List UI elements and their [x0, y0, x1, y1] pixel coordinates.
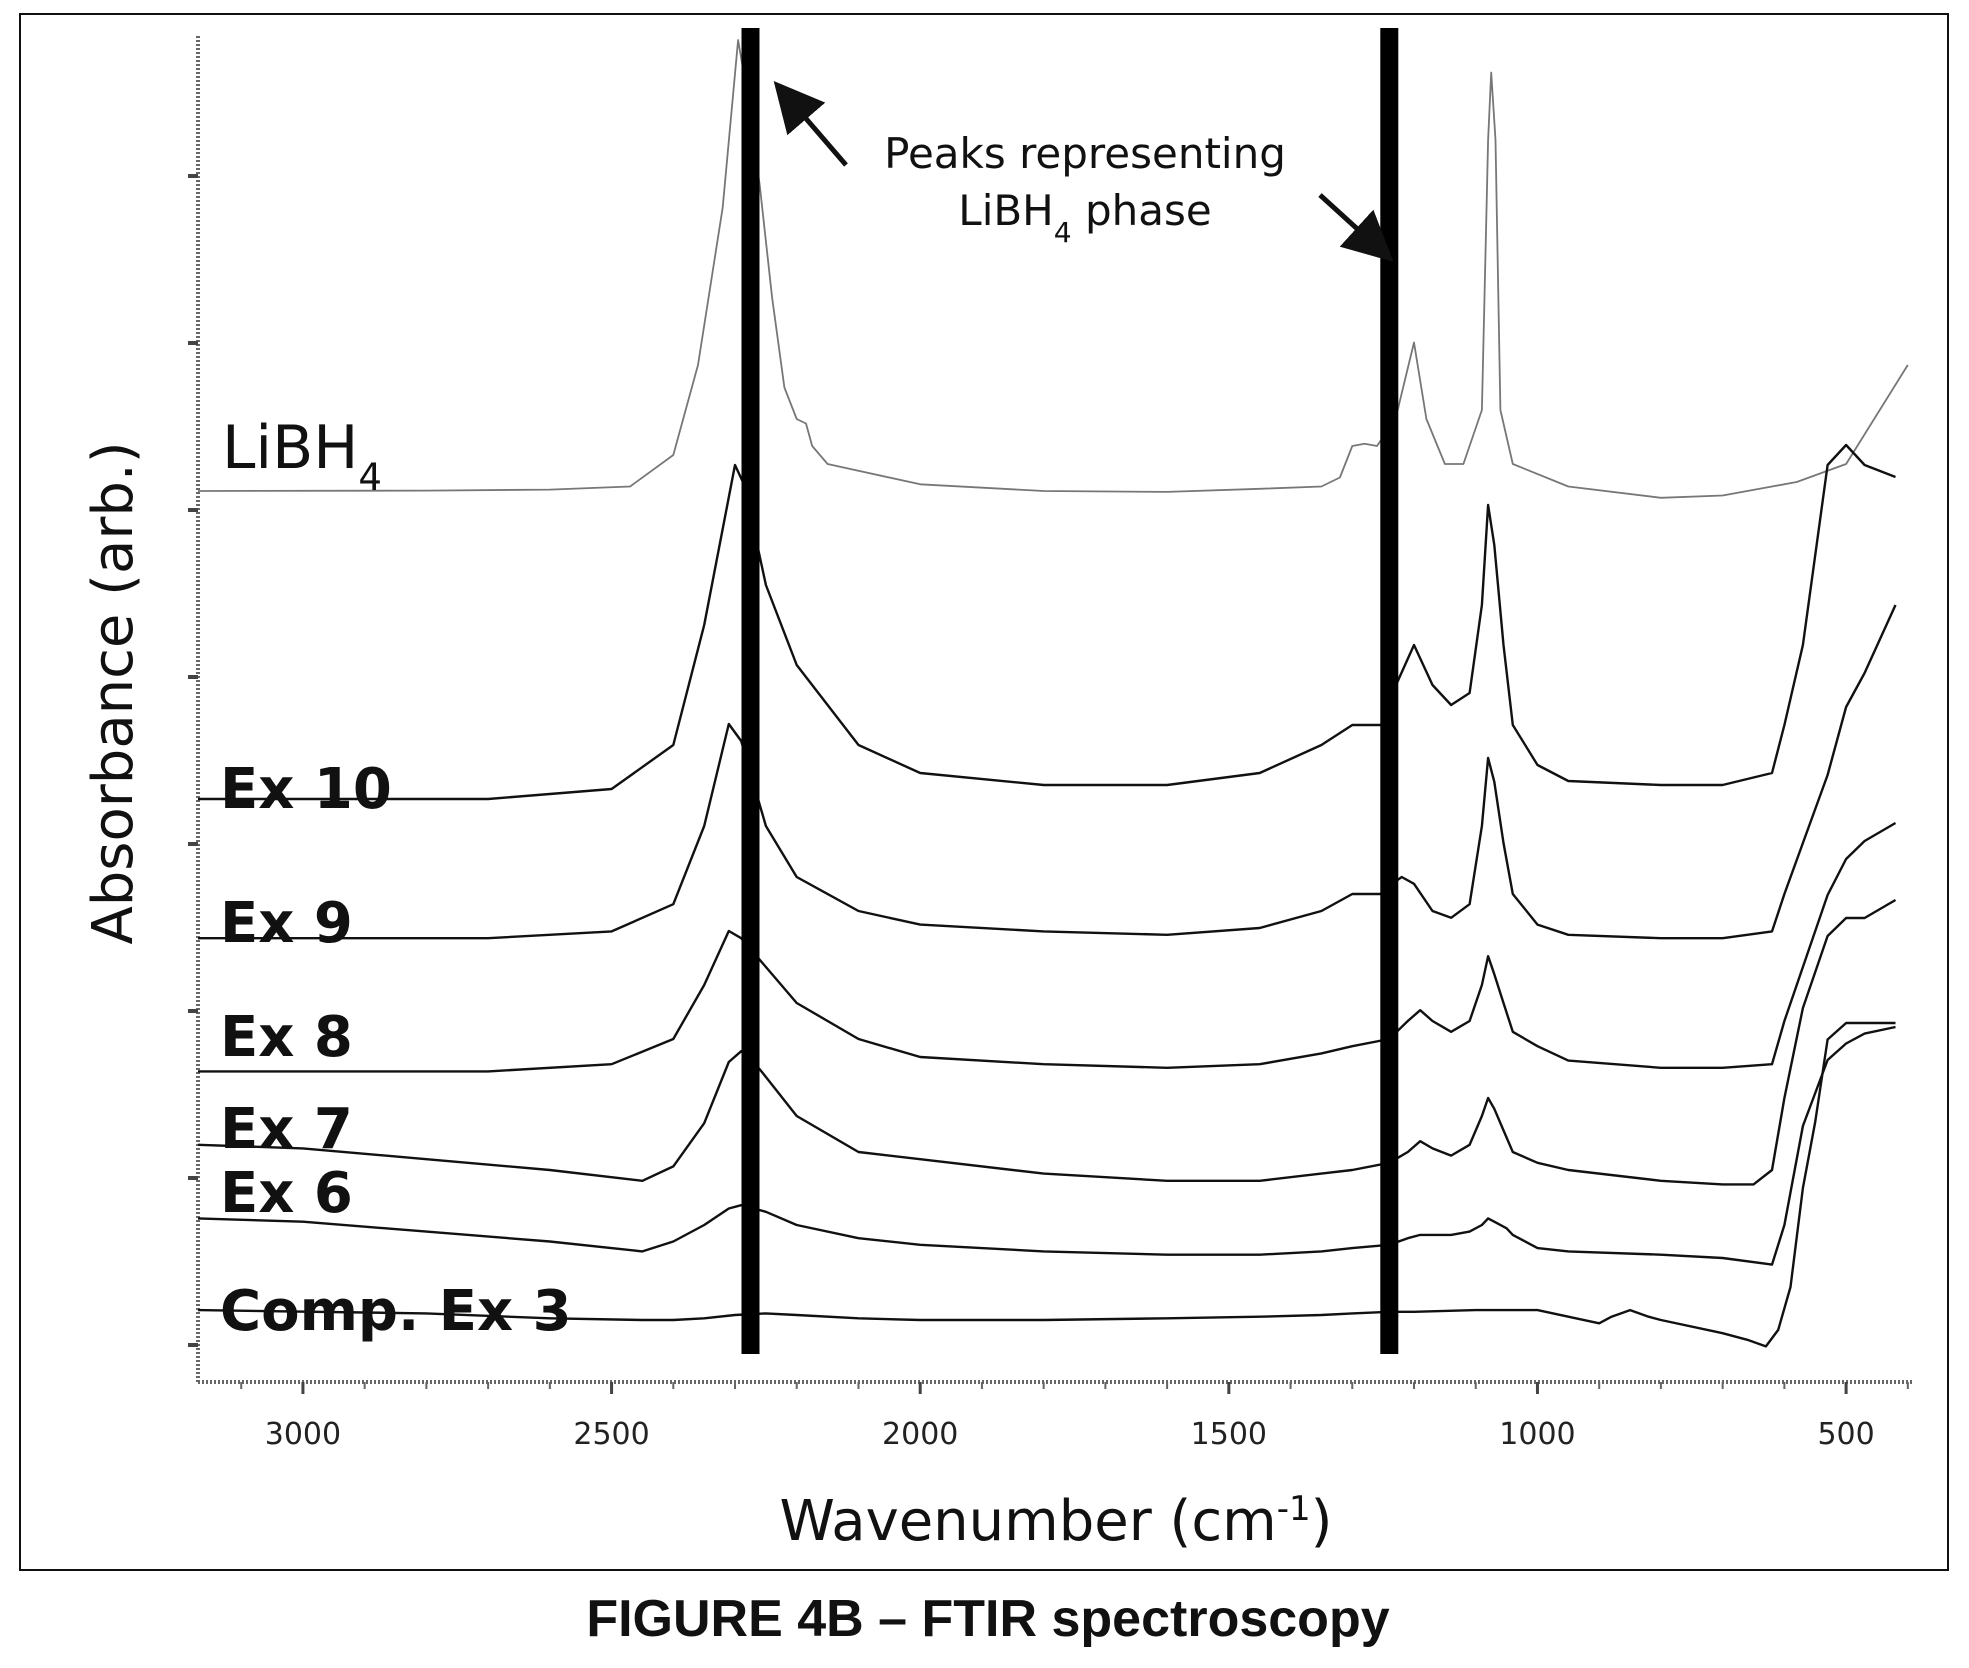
series-label-5: Ex 6 — [220, 1161, 353, 1226]
series-line-0 — [197, 39, 1909, 499]
marker-bar-1 — [1380, 28, 1399, 1354]
series-label-1: Ex 10 — [220, 757, 392, 822]
x-axis-ticks: 3000 2500 2000 1500 1000 500 — [240, 1382, 1909, 1452]
y-axis-ticks — [188, 174, 198, 1347]
series-labels: LiBH4 Ex 10 Ex 9 Ex 8 Ex 7Ex 6 Comp. Ex 3 — [220, 413, 572, 1344]
x-tick-label-2500: 2500 — [573, 1417, 649, 1452]
annotation-line-2-suffix: phase — [1072, 186, 1212, 235]
annotation-line-1: Peaks representing — [884, 129, 1286, 178]
annotation-arrow-right — [1318, 193, 1394, 262]
series-label-3: Ex 8 — [220, 1005, 353, 1070]
series-line-6 — [197, 1021, 1896, 1348]
x-axis-title-close: ) — [1311, 1489, 1333, 1554]
x-axis-title-sup: -1 — [1277, 1489, 1311, 1529]
x-tick-label-2000: 2000 — [882, 1417, 958, 1452]
annotation-line-2-prefix: LiBH — [958, 186, 1053, 235]
series-label-2: Ex 9 — [220, 891, 353, 956]
x-tick-label-1500: 1500 — [1191, 1417, 1267, 1452]
x-tick-label-3000: 3000 — [265, 1417, 341, 1452]
x-tick-label-1000: 1000 — [1499, 1417, 1575, 1452]
series-line-4 — [197, 898, 1897, 1186]
spectra-series — [197, 39, 1909, 1348]
x-axis-title-main: Wavenumber (cm — [779, 1489, 1276, 1554]
x-axis-title: Wavenumber (cm-1) — [779, 1489, 1332, 1554]
marker-bar-0 — [741, 28, 760, 1354]
series-line-5 — [197, 1025, 1896, 1266]
libh4-marker-bars — [741, 28, 1399, 1354]
series-label-6: Comp. Ex 3 — [220, 1279, 572, 1344]
figure-caption: FIGURE 4B – FTIR spectroscopy — [586, 1590, 1389, 1648]
series-label-0: LiBH4 — [222, 413, 382, 499]
y-axis-title: Absorbance (arb.) — [81, 441, 146, 944]
x-tick-label-500: 500 — [1817, 1417, 1874, 1452]
annotation-line-2: LiBH4 phase — [958, 186, 1211, 249]
annotation-line-2-sub: 4 — [1054, 216, 1072, 249]
annotation-arrow-left — [773, 81, 848, 167]
series-label-4: Ex 7 — [220, 1097, 353, 1162]
